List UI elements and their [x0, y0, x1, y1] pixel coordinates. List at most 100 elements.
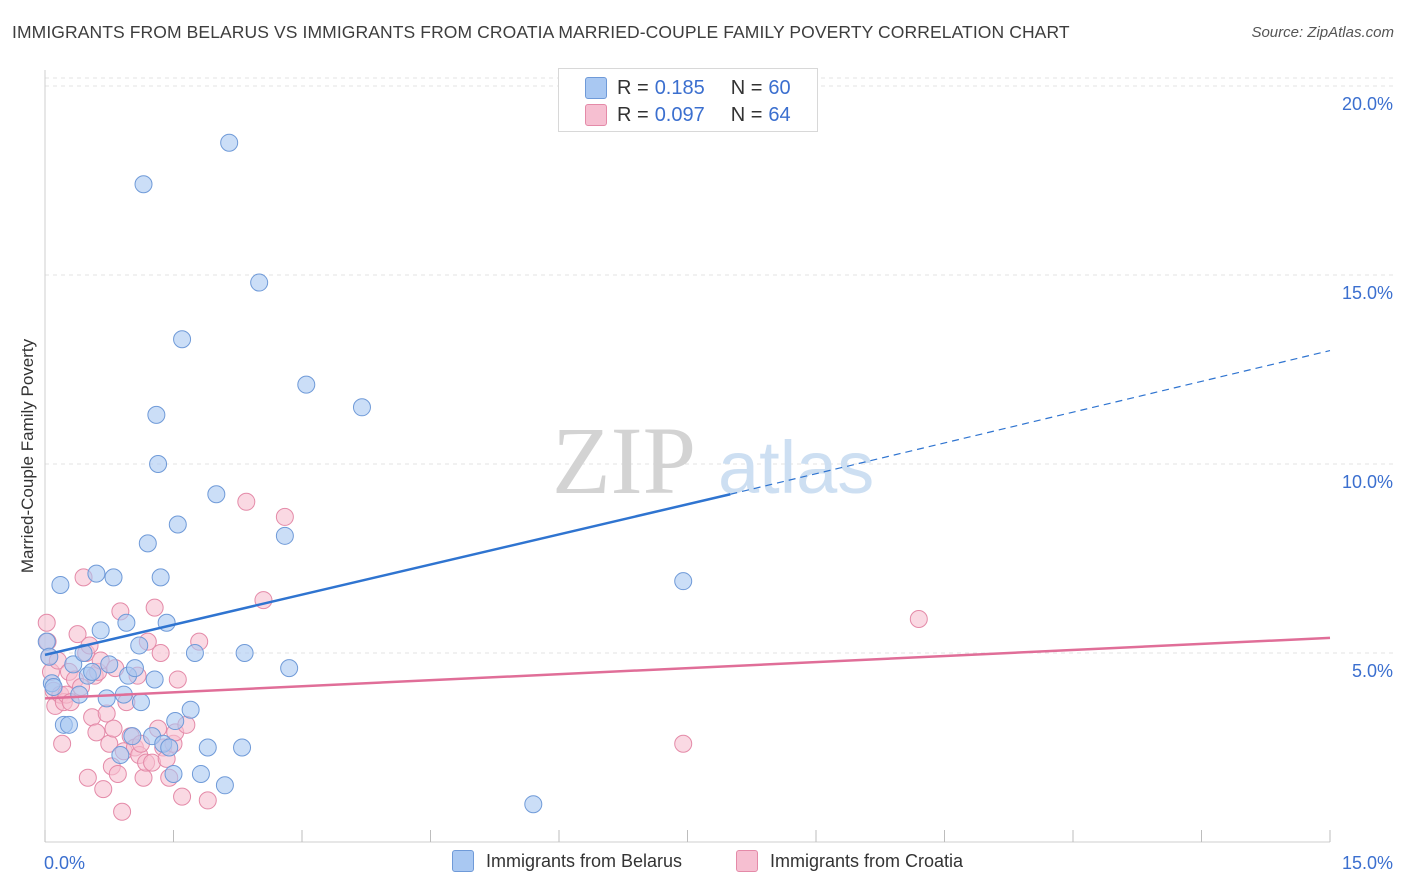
point-croatia [78, 768, 97, 787]
trendline-croatia [44, 636, 1331, 700]
point-belarus [51, 575, 70, 594]
point-croatia [145, 598, 164, 617]
x-tick-label-min: 0.0% [44, 853, 85, 873]
point-belarus [111, 746, 130, 765]
watermark-zip: ZIP [552, 407, 696, 514]
point-croatia [108, 764, 127, 783]
y-tick-label: 15.0% [1342, 283, 1393, 303]
trendline-belarus-extension [730, 350, 1331, 495]
point-belarus [149, 455, 168, 473]
point-belarus [235, 644, 254, 662]
bottom-legend-label-belarus: Immigrants from Belarus [486, 850, 683, 871]
point-belarus [181, 700, 200, 719]
point-croatia [173, 787, 192, 806]
legend-row-belarus: R = 0.185 N = 60 [585, 75, 791, 101]
tick-labels: 5.0% 10.0% 15.0% 20.0% 0.0% 15.0% [44, 94, 1393, 873]
series-belarus-points [37, 133, 693, 814]
point-belarus [40, 647, 59, 666]
point-belarus [297, 375, 316, 394]
legend-swatch-belarus [585, 77, 607, 99]
chart-source: Source: ZipAtlas.com [1251, 24, 1394, 41]
point-belarus [59, 715, 78, 734]
point-belarus [64, 655, 83, 674]
point-croatia [237, 492, 256, 511]
point-belarus [215, 776, 234, 795]
point-croatia [104, 719, 123, 738]
point-croatia [37, 613, 56, 632]
point-belarus [147, 405, 166, 424]
point-croatia [87, 723, 106, 742]
watermark-atlas: atlas [718, 426, 874, 509]
trendline-belarus [44, 493, 731, 657]
point-belarus [280, 659, 299, 678]
legend-swatch-croatia [585, 104, 607, 126]
point-belarus [191, 764, 210, 783]
point-belarus [130, 636, 149, 655]
point-croatia [53, 734, 72, 753]
point-croatia [674, 734, 693, 753]
point-croatia [151, 644, 170, 662]
point-belarus [123, 727, 142, 746]
point-belarus [185, 644, 204, 662]
watermark: ZIP atlas [552, 407, 874, 514]
legend-r-label: R = [617, 76, 649, 99]
legend-n-label: N = [730, 76, 763, 99]
point-belarus [151, 568, 170, 587]
point-belarus [168, 515, 187, 534]
y-tick-label: 5.0% [1352, 661, 1393, 681]
bottom-legend-belarus[interactable]: Immigrants from Belarus [452, 850, 682, 872]
axes [44, 70, 1331, 843]
point-croatia [68, 625, 87, 644]
point-belarus [44, 678, 63, 697]
legend-n-label: N = [730, 103, 763, 126]
point-croatia [198, 791, 217, 810]
point-belarus [37, 632, 56, 651]
legend-n-value: 64 [768, 103, 791, 126]
point-croatia [97, 704, 116, 723]
point-belarus [100, 655, 119, 674]
y-tick-label: 10.0% [1342, 472, 1393, 492]
point-belarus [104, 568, 123, 587]
y-axis-label: Married-Couple Family Poverty [18, 338, 37, 574]
point-belarus [220, 133, 239, 152]
point-belarus [74, 644, 93, 662]
point-belarus [207, 485, 226, 504]
point-croatia [909, 609, 928, 628]
point-belarus [131, 693, 150, 712]
point-belarus [250, 273, 269, 292]
point-croatia [168, 670, 187, 689]
point-belarus [91, 621, 110, 640]
point-belarus [352, 398, 371, 417]
grid-lines [45, 77, 1395, 654]
legend-r-label: R = [617, 103, 649, 126]
point-belarus [198, 738, 217, 757]
point-croatia [134, 768, 153, 787]
bottom-legend-croatia[interactable]: Immigrants from Croatia [736, 850, 963, 872]
point-belarus [87, 564, 106, 583]
point-belarus [70, 685, 89, 704]
legend-r-value: 0.097 [654, 103, 705, 126]
chart-title: IMMIGRANTS FROM BELARUS VS IMMIGRANTS FR… [12, 22, 1070, 42]
point-belarus [97, 689, 116, 708]
x-tick-label-max: 15.0% [1342, 853, 1393, 873]
point-belarus [125, 659, 144, 678]
point-belarus [674, 572, 693, 591]
bottom-legend-swatch-croatia [736, 850, 758, 872]
point-belarus [164, 764, 183, 783]
point-croatia [275, 507, 294, 526]
correlation-legend: R = 0.185 N = 60 R = 0.097 N = 64 [558, 68, 818, 132]
point-belarus [166, 712, 185, 731]
legend-r-value: 0.185 [654, 76, 705, 99]
point-croatia [94, 780, 113, 799]
y-tick-label: 20.0% [1342, 94, 1393, 114]
point-belarus [275, 526, 294, 545]
point-belarus [233, 738, 252, 757]
point-belarus [83, 662, 102, 681]
point-belarus [145, 670, 164, 689]
bottom-legend-swatch-belarus [452, 850, 474, 872]
legend-row-croatia: R = 0.097 N = 64 [585, 102, 791, 128]
point-belarus [134, 175, 153, 194]
point-belarus [138, 534, 157, 553]
point-belarus [117, 613, 136, 632]
